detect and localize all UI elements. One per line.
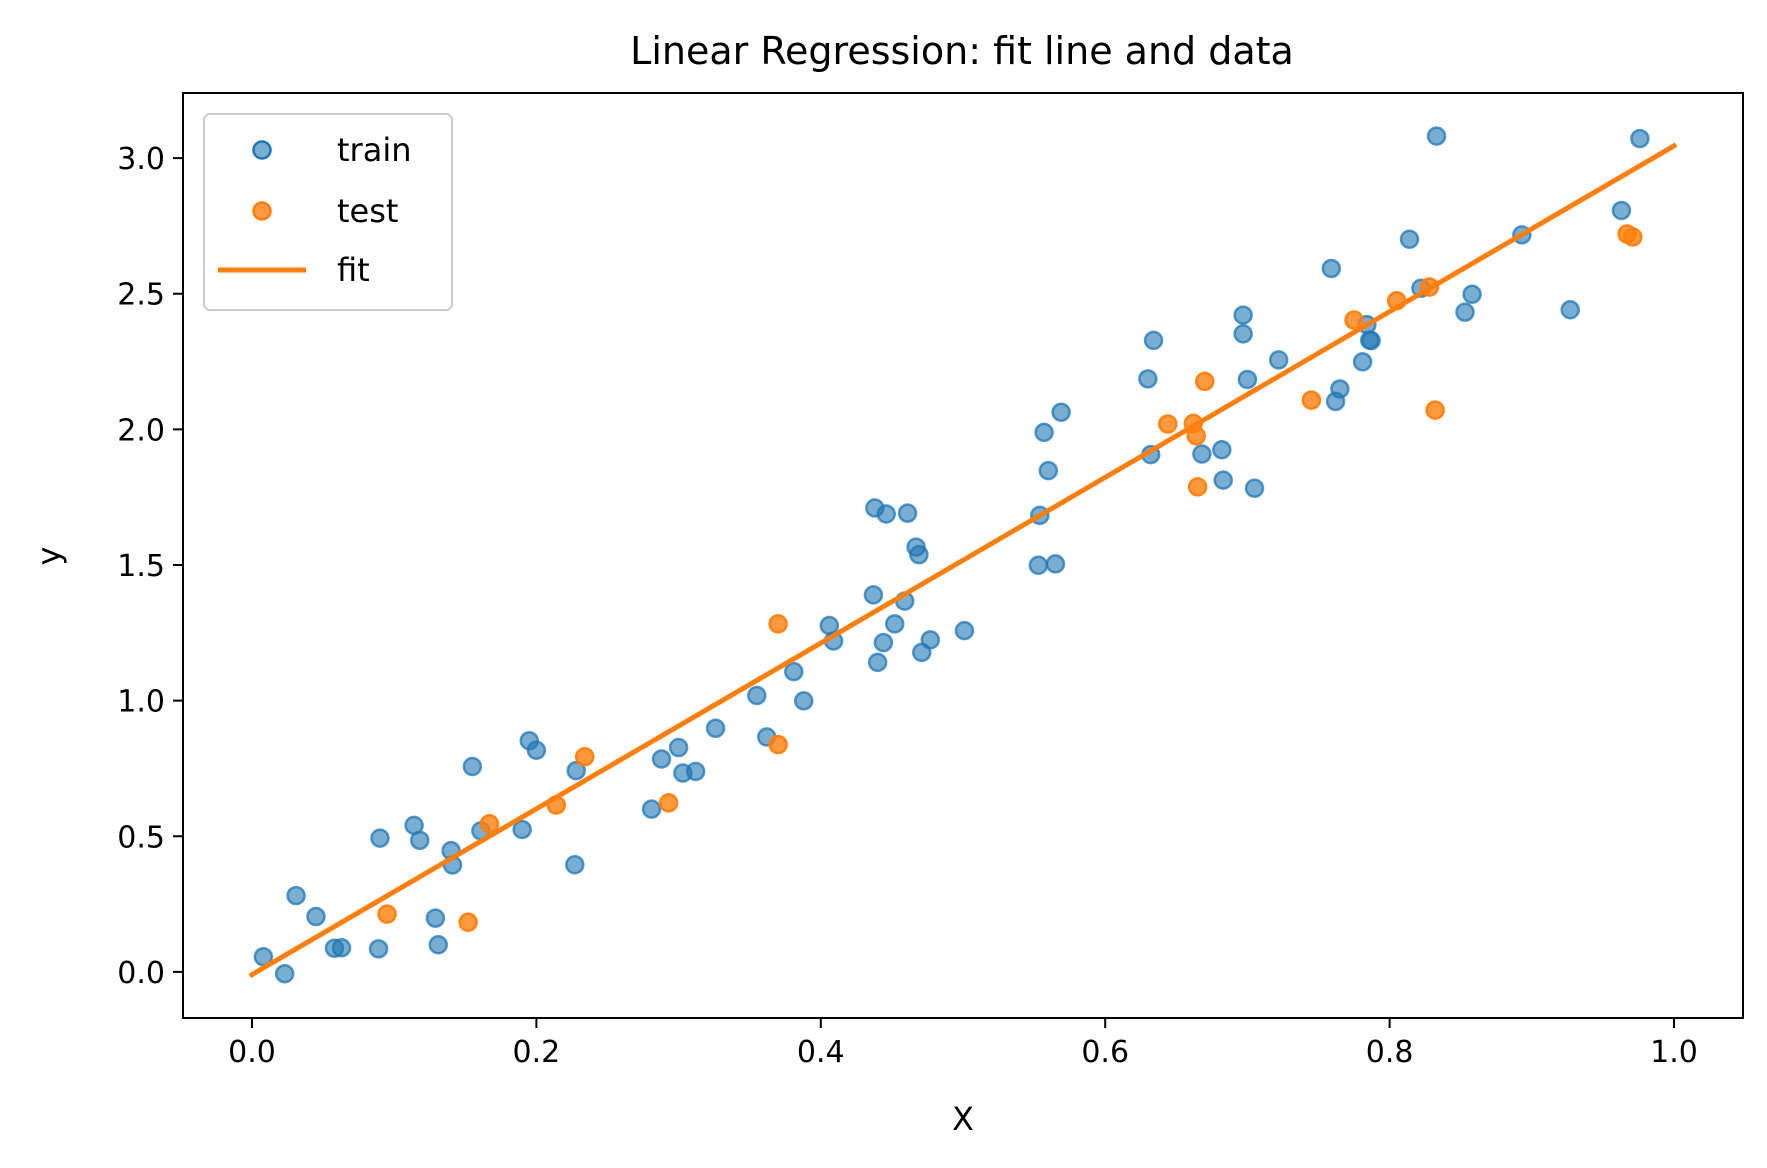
test-point (1158, 414, 1178, 434)
train-point (286, 885, 306, 906)
train-point (705, 718, 726, 739)
train-point (1237, 369, 1258, 390)
test-point (768, 614, 788, 634)
x-tick-label: 0.0 (228, 1035, 276, 1070)
train-point (909, 544, 929, 565)
test-point (479, 814, 500, 834)
train-point (1560, 299, 1580, 320)
plot-area (248, 126, 1678, 984)
legend-frame (203, 113, 453, 311)
train-point (1399, 229, 1420, 249)
train-point (1426, 126, 1447, 146)
train-point (863, 585, 884, 605)
train-point (428, 935, 449, 955)
train-point (1138, 369, 1158, 389)
train-point (1034, 422, 1054, 443)
test-point (377, 904, 397, 924)
y-axis-label: y (30, 547, 68, 566)
train-point (565, 854, 585, 875)
y-tick-label: 0.0 (117, 956, 165, 991)
test-point (1425, 400, 1445, 420)
train-point (1630, 128, 1650, 149)
fit-line (248, 142, 1678, 979)
test-point (1623, 227, 1643, 247)
train-point (793, 691, 814, 711)
y-tick-label: 0.5 (117, 820, 165, 855)
train-point (873, 632, 894, 653)
train-point (1212, 439, 1232, 460)
train-point (306, 906, 326, 927)
chart-title: Linear Regression: fit line and data (630, 29, 1294, 73)
train-point (1268, 350, 1289, 370)
test-point (1186, 426, 1206, 446)
legend-train-marker (252, 140, 272, 160)
train-point (410, 830, 430, 851)
train-point (897, 503, 918, 523)
train-point (274, 964, 295, 984)
x-tick-label: 0.2 (513, 1035, 561, 1070)
train-point (920, 630, 941, 650)
train-point (1330, 379, 1350, 399)
train-point (462, 756, 483, 777)
legend-test-label: test (337, 192, 398, 230)
train-point (1143, 330, 1164, 351)
test-point (1195, 371, 1215, 392)
train-point (876, 504, 896, 524)
train-point (884, 614, 905, 634)
legend-train-label: train (337, 131, 411, 169)
train-point (668, 737, 689, 758)
x-tick-label: 0.4 (797, 1035, 845, 1070)
y-tick-label: 2.0 (117, 413, 165, 448)
test-point (1187, 477, 1208, 497)
test-point (458, 912, 478, 932)
train-point (1244, 478, 1265, 498)
legend-test-marker (252, 201, 272, 221)
train-point (1192, 444, 1212, 464)
train-point (368, 939, 389, 959)
train-point (641, 799, 662, 819)
y-tick-label: 1.0 (117, 685, 165, 720)
train-point (685, 761, 706, 782)
legend-fit-label: fit (337, 251, 370, 289)
train-point (651, 749, 672, 769)
x-axis-label: X (952, 1100, 974, 1138)
train-point (1028, 555, 1049, 576)
train-point (1213, 470, 1233, 490)
train-point (747, 685, 767, 706)
train-point (867, 652, 888, 673)
train-point (784, 661, 804, 682)
y-tick-label: 3.0 (117, 142, 165, 177)
test-point (574, 747, 595, 767)
y-tick-label: 1.5 (117, 549, 165, 584)
test-point (1301, 390, 1322, 410)
train-point (370, 828, 390, 848)
train-point (1233, 324, 1253, 344)
train-point (1038, 460, 1059, 481)
train-point (1051, 402, 1071, 423)
train-point (526, 740, 547, 761)
train-point (1611, 200, 1632, 221)
train-point (331, 937, 352, 958)
train-point (566, 760, 586, 781)
plot-frame (182, 92, 1744, 1019)
train-point (1045, 554, 1066, 574)
train-point (1321, 258, 1342, 279)
x-tick-label: 1.0 (1650, 1035, 1698, 1070)
train-point (425, 908, 446, 928)
x-tick-label: 0.8 (1366, 1035, 1414, 1070)
train-point (1233, 305, 1253, 325)
test-point (768, 734, 788, 755)
train-point (1462, 284, 1482, 305)
train-point (1455, 302, 1475, 322)
train-point (1361, 330, 1381, 351)
train-point (512, 819, 532, 840)
legend: train test fit (203, 113, 453, 311)
x-tick-label: 0.6 (1081, 1035, 1129, 1070)
train-point (954, 620, 975, 641)
test-point (1344, 310, 1364, 330)
y-tick-label: 2.5 (117, 278, 165, 313)
train-point (1352, 352, 1373, 372)
test-point (658, 793, 679, 813)
